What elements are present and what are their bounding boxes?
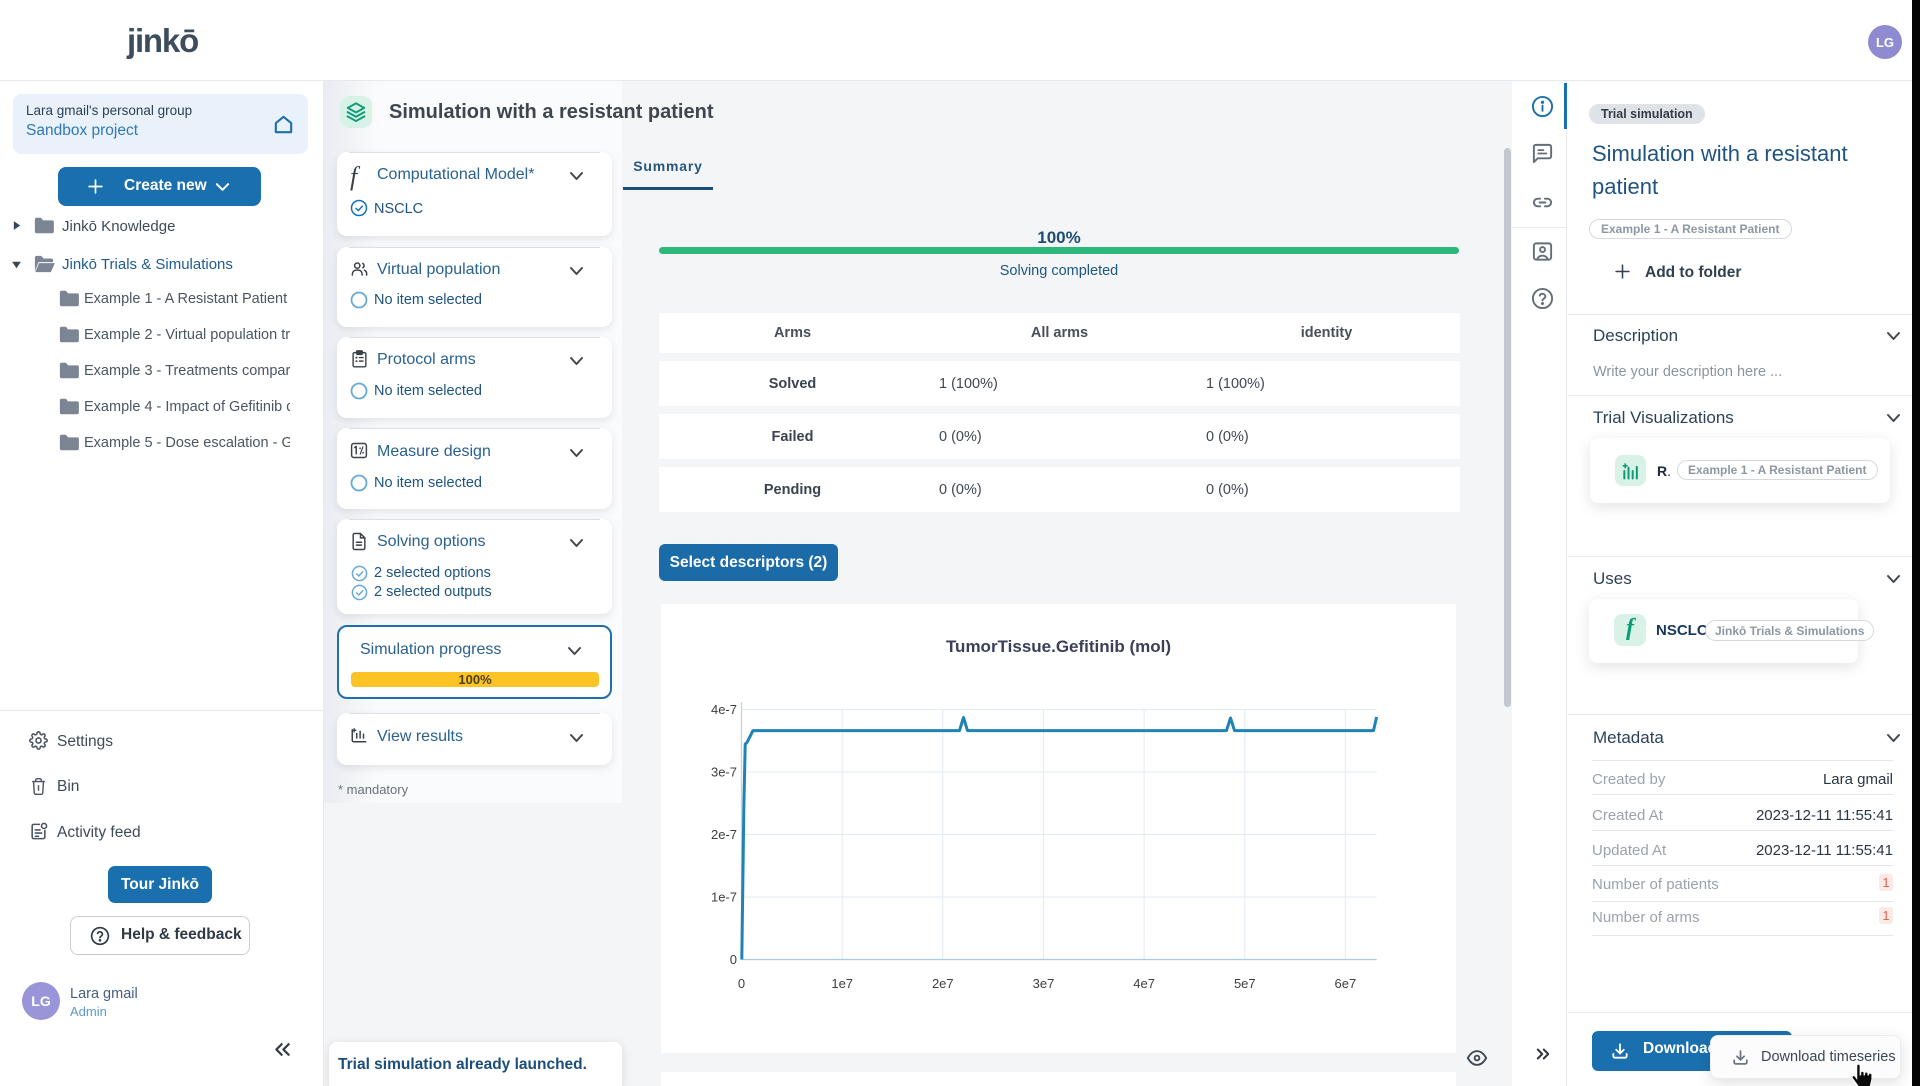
svg-text:1e-7: 1e-7 [711,890,737,905]
svg-text:5e7: 5e7 [1234,976,1256,991]
svg-text:6e7: 6e7 [1335,976,1357,991]
svg-text:2e-7: 2e-7 [711,827,737,842]
svg-text:3e7: 3e7 [1033,976,1055,991]
svg-text:4e-7: 4e-7 [711,702,737,717]
svg-text:2e7: 2e7 [932,976,954,991]
svg-text:1e7: 1e7 [831,976,853,991]
svg-text:0: 0 [738,976,745,991]
svg-text:3e-7: 3e-7 [711,765,737,780]
svg-text:0: 0 [730,952,737,967]
svg-text:4e7: 4e7 [1133,976,1155,991]
